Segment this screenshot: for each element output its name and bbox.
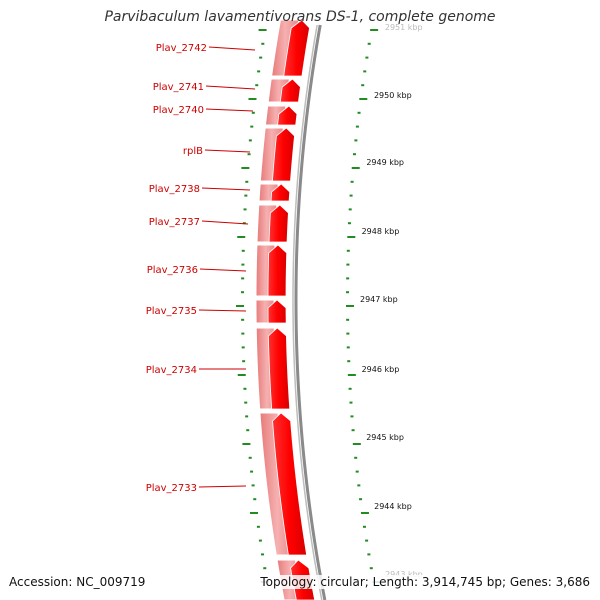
accession-text: Accession: NC_009719 (9, 575, 146, 589)
backbone-line (292, 24, 323, 600)
scale-label: 2948 kbp (362, 227, 400, 236)
scale-label: 2945 kbp (366, 433, 404, 442)
cds-feature[interactable] (279, 78, 301, 103)
label-leader-line (208, 46, 256, 51)
label-leader-line (204, 149, 251, 153)
cds-feature[interactable] (271, 127, 295, 182)
cds-feature[interactable] (283, 19, 310, 77)
cds-feature[interactable] (267, 299, 287, 324)
cds-feature[interactable] (267, 327, 291, 410)
cds-feature[interactable] (268, 204, 289, 243)
label-leader-line (199, 268, 247, 272)
scale-labels: 2951 kbp 2950 kbp 2949 kbp 2948 kbp 2947 kbp… (360, 23, 423, 579)
backbone-line (294, 24, 327, 600)
cds-feature[interactable] (272, 412, 308, 556)
gene-label: Plav_2738 (149, 184, 200, 195)
label-leader-line (201, 220, 249, 225)
cds-feature[interactable] (277, 105, 298, 126)
label-leader-line (201, 187, 251, 191)
map-title: Parvibaculum lavamentivorans DS-1, compl… (104, 9, 496, 25)
genome-summary: Topology: circular; Length: 3,914,745 bp… (258, 575, 590, 589)
label-leader-line (205, 108, 254, 112)
scale-label: 2947 kbp (360, 295, 398, 304)
scale-label: 2943 kbp (385, 570, 423, 579)
scale-label: 2944 kbp (374, 502, 412, 511)
scale-label: 2951 kbp (385, 23, 423, 32)
label-leader-line (198, 309, 247, 312)
cds-feature[interactable] (267, 244, 288, 297)
cds-track (267, 19, 316, 600)
gene-label: Plav_2737 (149, 217, 200, 228)
gene-label: Plav_2735 (146, 306, 197, 317)
label-leader-line (205, 85, 256, 90)
backbone-track (292, 24, 327, 600)
gene-label: Plav_2740 (153, 105, 204, 116)
gene-label: Plav_2742 (156, 43, 207, 54)
gene-label: rplB (183, 146, 203, 157)
gene-label: Plav_2736 (147, 265, 198, 276)
gene-label: Plav_2734 (146, 365, 197, 376)
scale-label: 2949 kbp (366, 158, 404, 167)
gene-label: Plav_2741 (153, 82, 204, 93)
cds-feature[interactable] (270, 183, 291, 202)
scale-label: 2946 kbp (362, 365, 400, 374)
scale-label: 2950 kbp (374, 91, 412, 100)
gene-label: Plav_2733 (146, 483, 197, 494)
gene-labels: Plav_2742 Plav_2741 Plav_2740 rplB Plav_2738… (146, 43, 256, 494)
label-leader-line (198, 485, 247, 488)
